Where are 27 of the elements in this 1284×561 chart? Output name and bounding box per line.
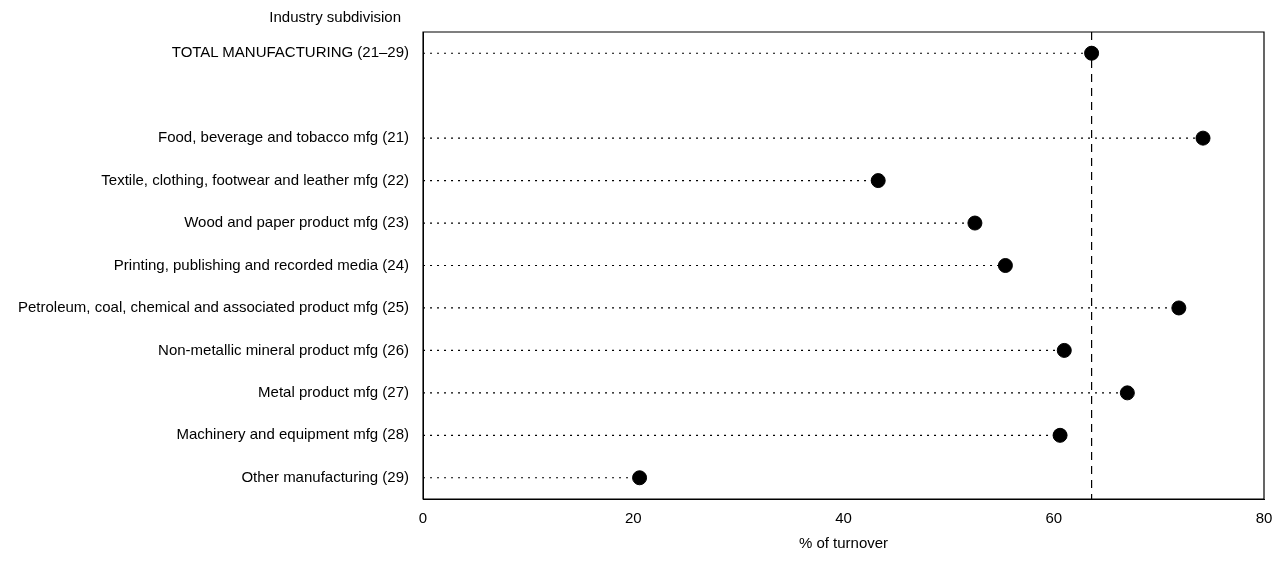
point — [967, 215, 983, 231]
y-tick-label: Food, beverage and tobacco mfg (21) — [158, 128, 410, 146]
y-tick-label: Non-metallic mineral product mfg (26) — [158, 340, 410, 358]
point — [870, 173, 886, 189]
y-tick-label: Machinery and equipment mfg (28) — [176, 425, 410, 443]
x-tick-label: 20 — [624, 509, 642, 527]
x-tick-label: 80 — [1255, 509, 1273, 527]
y-tick-label: Wood and paper product mfg (23) — [184, 213, 410, 231]
point — [1056, 342, 1072, 358]
point — [1084, 45, 1100, 61]
x-tick-label: 0 — [418, 509, 428, 527]
point — [1171, 300, 1187, 316]
point — [632, 470, 648, 486]
y-tick-label: Other manufacturing (29) — [241, 467, 410, 485]
point — [1052, 427, 1068, 443]
x-tick-label: 60 — [1045, 509, 1063, 527]
y-tick-label: TOTAL MANUFACTURING (21–29) — [171, 43, 410, 61]
x-tick-label: 40 — [835, 509, 852, 527]
y-tick-label: Metal product mfg (27) — [258, 383, 410, 400]
y-tick-label: Printing, publishing and recorded media (24) — [113, 255, 410, 273]
y-tick-label: Petroleum, coal, chemical and associated product mfg (25) — [17, 298, 410, 316]
y-axis-title: Industry subdivision — [269, 8, 402, 26]
point — [997, 258, 1013, 273]
x-axis-title: % of turnover — [798, 534, 889, 552]
point — [1119, 385, 1135, 401]
y-tick-label: Textile, clothing, footwear and leather mfg (22) — [101, 170, 410, 188]
point — [1195, 130, 1211, 146]
